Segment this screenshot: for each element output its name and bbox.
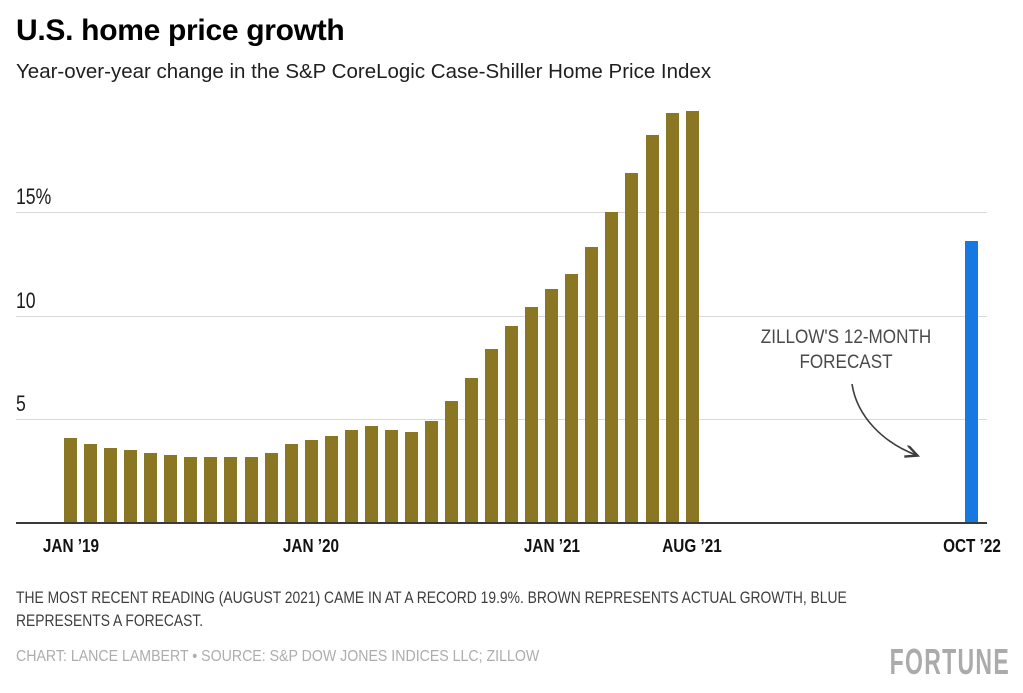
y-tick-label-5: 5 bbox=[16, 391, 26, 417]
bar-actual-nov-2020 bbox=[505, 326, 519, 523]
bar-actual-may-2020 bbox=[384, 429, 398, 523]
x-tick-label-oct-22: OCT ’22 bbox=[942, 536, 1001, 556]
bar-actual-oct-2019 bbox=[244, 456, 258, 523]
curved-arrow-icon bbox=[851, 383, 940, 470]
bar-actual-apr-2020 bbox=[364, 425, 378, 523]
bar-actual-jun-2021 bbox=[645, 135, 659, 523]
credit-line: CHART: LANCE LAMBERT • SOURCE: S&P DOW J… bbox=[16, 648, 540, 665]
bar-actual-may-2019 bbox=[144, 452, 158, 523]
bar-actual-jan-2020 bbox=[304, 440, 318, 523]
gridline-5 bbox=[16, 419, 987, 421]
bar-actual-may-2021 bbox=[625, 172, 639, 523]
bar-actual-feb-2019 bbox=[84, 444, 97, 523]
footnote: THE MOST RECENT READING (AUGUST 2021) CA… bbox=[16, 587, 856, 632]
y-tick-label-15: 15% bbox=[16, 184, 52, 210]
bar-actual-nov-2019 bbox=[264, 452, 278, 523]
bar-actual-mar-2020 bbox=[344, 429, 358, 523]
bar-actual-sep-2020 bbox=[465, 377, 478, 523]
bar-actual-mar-2019 bbox=[104, 448, 118, 523]
bar-actual-jun-2019 bbox=[164, 454, 178, 523]
page-subtitle: Year-over-year change in the S&P CoreLog… bbox=[16, 60, 712, 83]
bar-actual-oct-2020 bbox=[485, 348, 499, 523]
forecast-annotation: ZILLOW'S 12-MONTH FORECAST bbox=[729, 325, 963, 375]
page-title: U.S. home price growth bbox=[16, 14, 345, 47]
bar-actual-jan-2021 bbox=[545, 288, 559, 523]
x-tick-label-jan-20: JAN ’20 bbox=[283, 536, 340, 556]
gridline-15 bbox=[16, 212, 987, 214]
forecast-annotation-line2: FORECAST bbox=[799, 352, 893, 373]
x-tick-label-jan-19: JAN ’19 bbox=[42, 536, 99, 556]
bar-actual-feb-2020 bbox=[324, 435, 338, 523]
bar-actual-aug-2021 bbox=[685, 110, 699, 523]
gridline-10 bbox=[16, 315, 987, 317]
bar-actual-jan-2019 bbox=[64, 438, 77, 523]
bar-actual-aug-2020 bbox=[444, 400, 458, 523]
bar-actual-jul-2021 bbox=[665, 112, 679, 523]
x-tick-label-aug-21: AUG ’21 bbox=[662, 536, 722, 556]
x-axis-line bbox=[16, 522, 987, 524]
bar-forecast-oct-2022 bbox=[965, 241, 978, 523]
bar-actual-sep-2019 bbox=[224, 456, 238, 523]
bar-actual-jul-2020 bbox=[424, 421, 438, 523]
footnote-line2: REPRESENTS A FORECAST. bbox=[16, 611, 204, 630]
fortune-logo: FORTUNE bbox=[889, 641, 1010, 682]
bar-actual-jun-2020 bbox=[404, 431, 418, 523]
x-tick-label-jan-21: JAN ’21 bbox=[523, 536, 580, 556]
y-tick-label-10: 10 bbox=[16, 287, 36, 313]
bar-actual-jul-2019 bbox=[184, 456, 198, 523]
forecast-annotation-line1: ZILLOW'S 12-MONTH bbox=[760, 327, 932, 348]
bar-actual-aug-2019 bbox=[204, 456, 218, 523]
bar-actual-apr-2019 bbox=[124, 450, 138, 523]
footnote-line1: THE MOST RECENT READING (AUGUST 2021) CA… bbox=[16, 589, 847, 607]
bar-actual-mar-2021 bbox=[585, 247, 599, 523]
bar-actual-dec-2020 bbox=[525, 307, 539, 523]
bar-actual-feb-2021 bbox=[565, 274, 579, 523]
bar-actual-dec-2019 bbox=[284, 444, 298, 523]
bar-actual-apr-2021 bbox=[605, 212, 619, 523]
